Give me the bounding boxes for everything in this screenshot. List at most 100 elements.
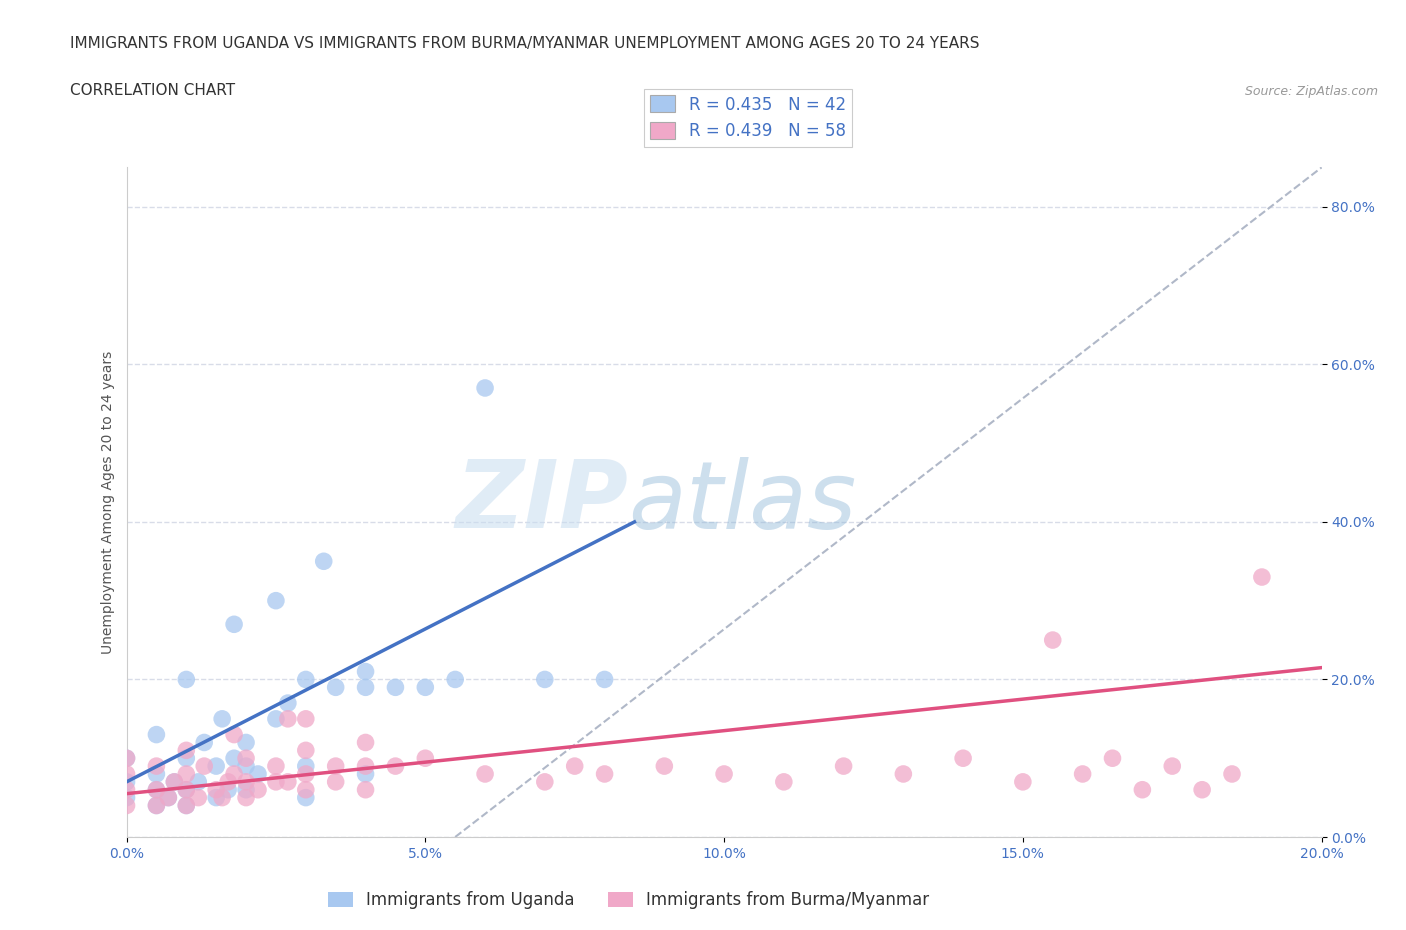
Point xyxy=(294,759,316,774)
Point xyxy=(1251,569,1274,584)
Point xyxy=(534,672,557,687)
Point xyxy=(187,775,209,790)
Point xyxy=(534,775,557,790)
Point xyxy=(1220,766,1243,781)
Point xyxy=(145,782,167,797)
Point xyxy=(217,782,239,797)
Point xyxy=(1130,782,1153,797)
Point xyxy=(384,680,406,695)
Point xyxy=(174,782,197,797)
Point xyxy=(217,775,239,790)
Point xyxy=(174,798,197,813)
Point xyxy=(145,798,167,813)
Point xyxy=(235,782,257,797)
Point xyxy=(354,766,377,781)
Point xyxy=(187,790,209,805)
Point xyxy=(205,782,228,797)
Text: CORRELATION CHART: CORRELATION CHART xyxy=(70,83,235,98)
Point xyxy=(1191,782,1213,797)
Point xyxy=(247,766,270,781)
Point xyxy=(235,759,257,774)
Point xyxy=(294,782,316,797)
Point xyxy=(354,664,377,679)
Point xyxy=(115,775,138,790)
Point xyxy=(354,759,377,774)
Point xyxy=(1161,759,1184,774)
Text: ZIP: ZIP xyxy=(456,457,628,548)
Point xyxy=(277,711,299,726)
Text: atlas: atlas xyxy=(628,457,856,548)
Point xyxy=(235,775,257,790)
Point xyxy=(384,759,406,774)
Point xyxy=(222,751,246,765)
Point xyxy=(163,775,186,790)
Point xyxy=(354,735,377,750)
Point xyxy=(593,672,616,687)
Point xyxy=(294,766,316,781)
Point xyxy=(564,759,586,774)
Point xyxy=(174,766,197,781)
Point xyxy=(115,751,138,765)
Point xyxy=(1011,775,1033,790)
Point xyxy=(235,751,257,765)
Point xyxy=(174,743,197,758)
Point xyxy=(145,782,167,797)
Point xyxy=(893,766,915,781)
Point xyxy=(205,759,228,774)
Point xyxy=(174,751,197,765)
Point xyxy=(115,790,138,805)
Point xyxy=(264,759,287,774)
Point xyxy=(277,775,299,790)
Point xyxy=(1042,632,1064,647)
Point xyxy=(115,798,138,813)
Point xyxy=(294,743,316,758)
Point xyxy=(174,782,197,797)
Point xyxy=(145,727,167,742)
Point xyxy=(247,782,270,797)
Point xyxy=(294,790,316,805)
Point xyxy=(264,775,287,790)
Point xyxy=(193,759,215,774)
Point xyxy=(115,782,138,797)
Point xyxy=(444,672,467,687)
Point xyxy=(277,696,299,711)
Point xyxy=(474,380,496,395)
Text: Source: ZipAtlas.com: Source: ZipAtlas.com xyxy=(1244,85,1378,98)
Y-axis label: Unemployment Among Ages 20 to 24 years: Unemployment Among Ages 20 to 24 years xyxy=(101,351,115,654)
Point xyxy=(174,798,197,813)
Point xyxy=(193,735,215,750)
Point xyxy=(415,680,437,695)
Point xyxy=(354,680,377,695)
Point xyxy=(354,782,377,797)
Point xyxy=(415,751,437,765)
Point xyxy=(174,672,197,687)
Point xyxy=(157,790,180,805)
Point xyxy=(145,759,167,774)
Point xyxy=(1101,751,1123,765)
Point xyxy=(115,766,138,781)
Point xyxy=(222,727,246,742)
Point xyxy=(163,775,186,790)
Point xyxy=(1071,766,1094,781)
Point xyxy=(952,751,974,765)
Point xyxy=(222,617,246,631)
Text: IMMIGRANTS FROM UGANDA VS IMMIGRANTS FROM BURMA/MYANMAR UNEMPLOYMENT AMONG AGES : IMMIGRANTS FROM UGANDA VS IMMIGRANTS FRO… xyxy=(70,36,980,51)
Point xyxy=(773,775,796,790)
Point xyxy=(145,798,167,813)
Point xyxy=(593,766,616,781)
Point xyxy=(145,766,167,781)
Point xyxy=(652,759,675,774)
Point xyxy=(264,711,287,726)
Point xyxy=(832,759,855,774)
Point xyxy=(222,766,246,781)
Point xyxy=(211,790,233,805)
Point xyxy=(325,680,347,695)
Point xyxy=(713,766,735,781)
Point xyxy=(325,759,347,774)
Point xyxy=(157,790,180,805)
Point xyxy=(235,790,257,805)
Point xyxy=(474,766,496,781)
Legend: Immigrants from Uganda, Immigrants from Burma/Myanmar: Immigrants from Uganda, Immigrants from … xyxy=(321,884,936,916)
Point xyxy=(312,554,335,569)
Point xyxy=(294,672,316,687)
